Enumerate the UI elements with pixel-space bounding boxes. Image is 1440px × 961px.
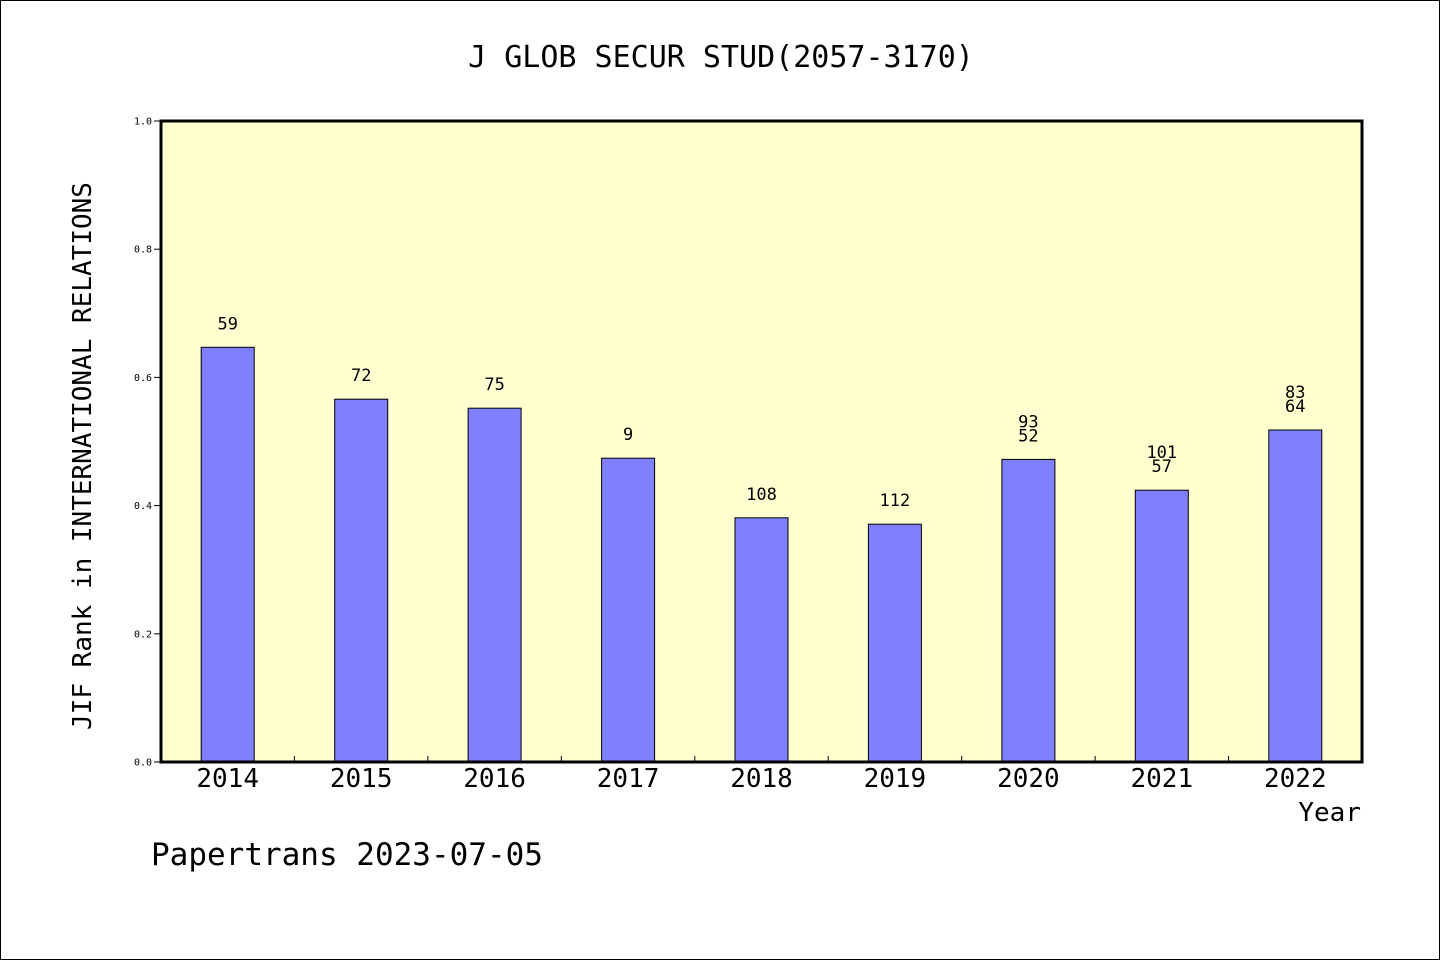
bar-label-2017: 9 (623, 425, 633, 445)
y-tick-label-0.2: 0.2 (134, 629, 152, 640)
bar-2014 (200, 346, 255, 763)
bar-label-2021-2: 57 (1152, 457, 1172, 477)
bar-label-2022-2: 64 (1285, 397, 1305, 417)
footer-watermark: Papertrans 2023-07-05 (151, 837, 543, 873)
y-tick-label-0.6: 0.6 (134, 373, 152, 384)
y-tick-label-0.4: 0.4 (134, 501, 152, 512)
x-tick-label-2022: 2022 (1264, 764, 1327, 794)
x-tick-label-2016: 2016 (463, 764, 526, 794)
bar-2016 (467, 407, 522, 763)
bar-2021 (1134, 489, 1189, 763)
y-tick-label-0.8: 0.8 (134, 245, 152, 256)
bar-2018 (734, 517, 789, 763)
bar-label-2022-1: 83 (1285, 383, 1305, 403)
bar-label-2020-1: 93 (1018, 412, 1038, 432)
bar-label-2016: 75 (484, 375, 504, 395)
y-tick-label-1.0: 1.0 (134, 117, 152, 128)
bar-label-2021-1: 101 (1146, 443, 1177, 463)
x-tick-label-2020: 2020 (997, 764, 1060, 794)
x-axis-label: Year (1298, 798, 1361, 828)
chart-title: J GLOB SECUR STUD(2057-3170) (468, 40, 974, 75)
plot-frame (159, 119, 1364, 764)
bar-2015 (334, 398, 389, 763)
y-tick-label-0.0: 0.0 (134, 758, 152, 769)
bar-label-2014: 59 (217, 314, 237, 334)
bar-label-2020-2: 52 (1018, 426, 1038, 446)
x-tick-label-2014: 2014 (196, 764, 259, 794)
x-tick-label-2018: 2018 (730, 764, 793, 794)
bar-label-2018: 108 (746, 485, 777, 505)
bar-2022 (1268, 429, 1323, 763)
x-axis: 2014 2015 2016 2017 2018 2019 2020 2021 2022 (196, 756, 1327, 794)
bar-2019 (867, 523, 922, 763)
x-tick-label-2021: 2021 (1130, 764, 1193, 794)
bar-2017 (601, 457, 656, 763)
x-tick-label-2019: 2019 (864, 764, 927, 794)
bar-label-2015: 72 (351, 366, 371, 386)
x-tick-label-2015: 2015 (330, 764, 393, 794)
bars-group (200, 346, 1323, 763)
x-tick-label-2017: 2017 (597, 764, 660, 794)
y-axis: 0.0 0.2 0.4 0.6 0.8 1.0 (134, 117, 161, 769)
y-axis-label: JIF Rank in INTERNATIONAL RELATIONS (68, 182, 98, 730)
bar-2020 (1001, 458, 1056, 763)
bar-label-2019: 112 (880, 491, 911, 511)
